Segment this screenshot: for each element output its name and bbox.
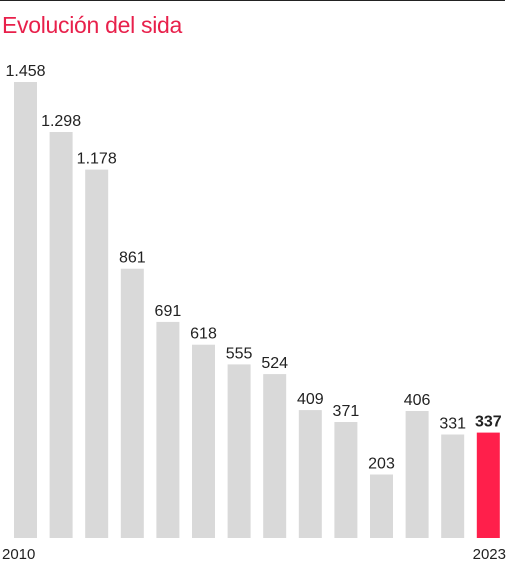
bar-2019 [334,422,358,538]
bar-2010 [14,82,37,538]
bar-2020 [370,474,393,538]
data-label-2023: 337 [475,414,502,431]
data-label-2011: 1.298 [41,113,81,130]
chart-title: Evolución del sida [2,12,182,38]
x-tick-label-last: 2023 [473,546,506,563]
x-tick-label-first: 2010 [2,546,35,563]
bar-2011 [49,132,73,538]
bar-2014 [156,321,180,538]
data-label-2010: 1.458 [5,63,45,80]
bar-2017 [263,374,287,538]
data-label-2012: 1.178 [77,151,117,168]
bar-2021 [405,411,429,538]
data-label-2016: 555 [226,345,253,362]
data-label-2018: 409 [297,391,324,408]
bar-2016 [227,364,251,538]
data-label-2015: 618 [190,326,217,343]
data-label-2017: 524 [261,355,288,372]
top-rule [0,0,505,1]
bar-2013 [120,268,144,538]
data-label-2020: 203 [368,456,395,473]
data-label-2021: 406 [404,392,431,409]
bar-2018 [298,410,322,538]
bar-2015 [192,344,215,538]
bar-2023 [476,432,500,538]
bar-2022 [441,434,465,538]
data-label-2019: 371 [333,403,360,420]
bar-2012 [85,169,109,538]
data-label-2022: 331 [439,416,466,433]
data-label-2013: 861 [119,250,146,267]
data-label-2014: 691 [155,303,182,320]
